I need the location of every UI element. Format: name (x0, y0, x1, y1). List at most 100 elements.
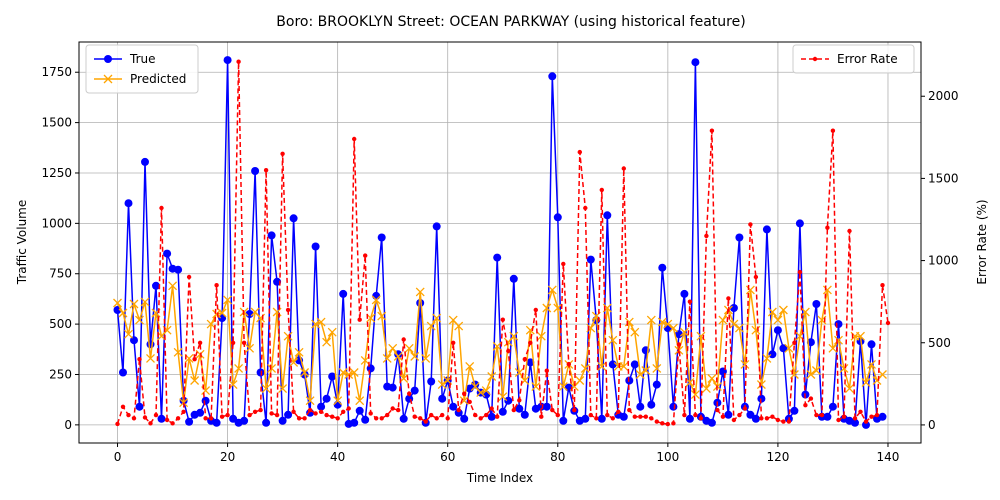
series-predicted-point (767, 307, 777, 317)
series-true-point (157, 414, 166, 423)
series-true-point (526, 358, 535, 367)
series-true-point (416, 299, 425, 307)
x-tick-label: 100 (656, 450, 679, 464)
series-predicted-point (657, 317, 667, 327)
series-error-rate-point (781, 419, 786, 424)
series-true-point (680, 289, 689, 298)
series-predicted-point (762, 353, 772, 363)
series-error-rate-point (500, 317, 505, 322)
series-true-point (746, 410, 755, 419)
series-error-rate-point (285, 307, 291, 313)
series-true-point (669, 402, 678, 411)
series-predicted-point (476, 388, 486, 398)
series-error-rate-point (528, 340, 533, 345)
series-error-rate-point (841, 414, 847, 419)
series-error-rate-point (247, 412, 252, 418)
y-left-tick-label: 1250 (41, 166, 72, 180)
series-true-point (707, 418, 716, 427)
series-predicted-point (784, 343, 794, 353)
series-true-point (520, 410, 529, 419)
series-true-point (795, 219, 804, 228)
series-error-rate-point (627, 407, 632, 413)
series-predicted-point (311, 319, 321, 329)
series-true-point (262, 418, 271, 427)
series-predicted-point (410, 351, 420, 361)
series-error-rate-point (517, 398, 522, 403)
series-error-rate-point (495, 414, 500, 419)
series-true-point (366, 364, 375, 373)
series-true-point (355, 406, 364, 415)
series-error-rate-point (792, 340, 797, 345)
series-predicted-point (245, 343, 255, 353)
series-true-point (218, 314, 227, 323)
series-true-point (498, 407, 507, 416)
series-true-point (581, 414, 590, 423)
series-true (113, 56, 887, 429)
series-predicted-point (278, 384, 288, 394)
series-error-rate-point (726, 296, 731, 301)
series-true-point (273, 277, 282, 286)
series-predicted-point (234, 363, 244, 373)
series-error-rate-point (764, 416, 770, 421)
series-error-rate-point (869, 414, 874, 419)
series-predicted-point (635, 370, 645, 379)
series-predicted-point (492, 341, 502, 351)
series-error-rate-point (401, 337, 406, 342)
series-predicted-point (734, 323, 744, 333)
series-true-point (724, 410, 733, 419)
series-true-point (768, 350, 777, 359)
series-true-point (823, 412, 832, 421)
series-predicted-point (124, 329, 133, 339)
x-tick-label: 40 (330, 450, 345, 464)
series-error-rate-point (709, 128, 715, 133)
series-true-point (361, 415, 370, 424)
series-error-rate-point (434, 416, 439, 421)
series-true-point (751, 414, 760, 423)
y-left-tick-label: 250 (49, 367, 72, 381)
series-predicted-point (333, 396, 343, 406)
series-predicted-point (371, 295, 381, 305)
series-predicted-point (828, 343, 838, 353)
series-predicted-point (773, 315, 783, 325)
series-error-rate-point (274, 412, 280, 418)
y-right-tick-label: 2000 (928, 89, 959, 103)
series-error-rate-point (753, 274, 759, 280)
series-true-point (432, 222, 441, 231)
series-true-point (851, 418, 859, 427)
series-error-rate-point (506, 348, 511, 354)
series-predicted-point (135, 315, 144, 325)
series-error-rate-point (418, 416, 423, 421)
x-axis: 0 20 40 60 80 100 120 140 (114, 443, 899, 464)
series-error-rate-point (698, 416, 704, 421)
legend-label-series-true: True (129, 52, 156, 66)
series-error-rate-point (374, 416, 379, 421)
series-error-rate-point (379, 416, 384, 421)
x-tick-label: 20 (220, 450, 235, 464)
series-true-point (339, 289, 348, 298)
series-predicted-point (701, 384, 711, 394)
series-layer (113, 56, 891, 429)
series-error-rate-point (318, 409, 324, 414)
series-error-rate-point (451, 340, 456, 345)
series-error-rate-point (423, 419, 428, 424)
series-true-point (867, 340, 876, 349)
series-error-rate-point (638, 414, 643, 419)
series-predicted-point (531, 382, 541, 392)
series-true-point (460, 414, 469, 423)
series-error-rate-point (148, 421, 153, 426)
series-true-point (553, 213, 562, 222)
series-error-rate-point (291, 409, 296, 414)
legend-box (85, 44, 199, 94)
series-error-rate-point (572, 407, 577, 413)
series-error-rate-point (390, 406, 395, 411)
series-true-point (223, 56, 232, 65)
series-predicted-point (641, 366, 651, 375)
series-error-rate-point (164, 417, 170, 423)
series-error-rate-point (197, 340, 203, 345)
series-predicted-point (707, 374, 717, 383)
series-true-point (878, 412, 887, 421)
series-error-rate-point (407, 391, 412, 396)
series-predicted-point (778, 305, 788, 315)
series-predicted-point (597, 361, 607, 371)
series-true-point (278, 416, 287, 425)
